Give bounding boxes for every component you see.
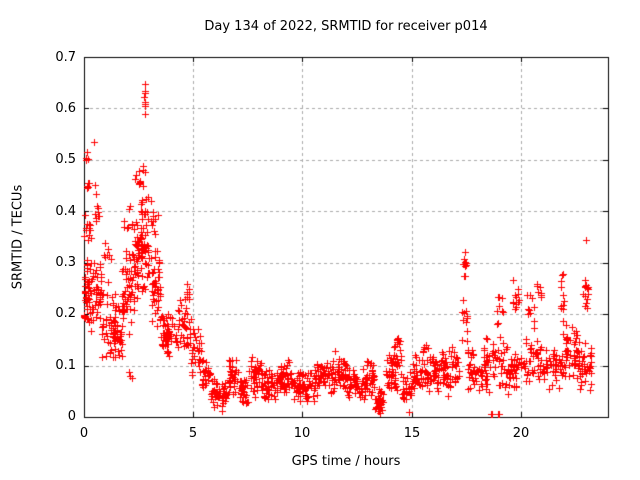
x-tick-label-5: 5 <box>188 426 198 441</box>
y-tick-label-0-4: 0.4 <box>55 204 76 219</box>
x-tick-label-15: 15 <box>403 426 421 441</box>
chart-title: Day 134 of 2022, SRMTID for receiver p01… <box>204 19 488 34</box>
y-tick-label-0-6: 0.6 <box>55 101 76 116</box>
y-tick-label-0-3: 0.3 <box>55 255 76 270</box>
x-tick-label-0: 0 <box>79 426 89 441</box>
x-axis-label: GPS time / hours <box>291 454 401 469</box>
x-tick-label-20: 20 <box>512 426 530 441</box>
y-tick-label-0-1: 0.1 <box>55 358 76 373</box>
y-tick-label-0-2: 0.2 <box>55 306 76 321</box>
y-tick-label-0-7: 0.7 <box>55 50 76 65</box>
y-tick-label-0-5: 0.5 <box>55 152 76 167</box>
x-tick-label-10: 10 <box>293 426 311 441</box>
y-axis-label: SRMTID / TECUs <box>10 184 26 290</box>
y-tick-label-0: 0 <box>67 409 76 424</box>
